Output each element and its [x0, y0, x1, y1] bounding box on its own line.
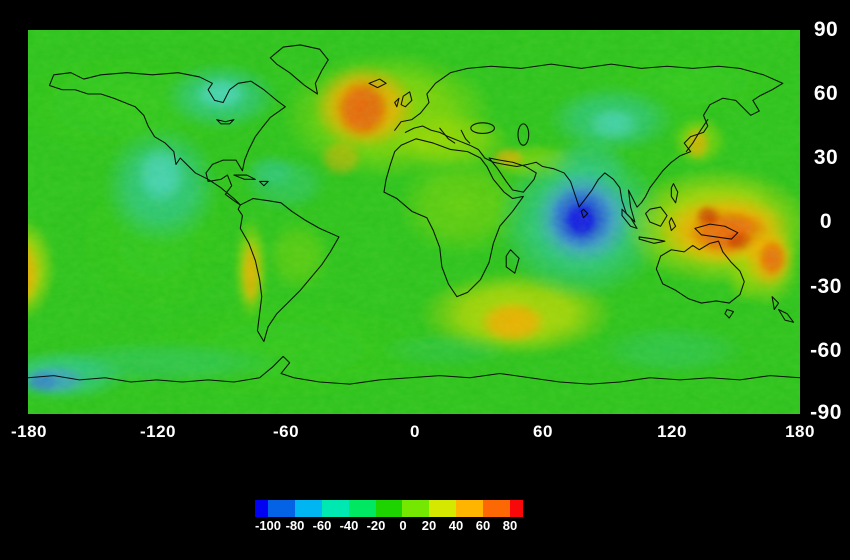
italy-outline: [439, 127, 456, 144]
y-tick-90: 90: [813, 18, 839, 41]
south-america-outline: [237, 198, 340, 342]
y-tick-30: 30: [813, 146, 839, 169]
sri-lanka-outline: [580, 208, 589, 219]
colorbar-segment: [402, 500, 430, 517]
colorbar-segment: [483, 500, 511, 517]
japan-outline: [685, 119, 709, 153]
cuba-outline: [233, 174, 256, 180]
x-tick--120: -120: [139, 422, 177, 441]
cb-tick-40: 40: [448, 518, 464, 533]
java-outline: [638, 236, 666, 244]
sulawesi-outline: [668, 217, 677, 232]
cb-tick-0: 0: [399, 518, 407, 533]
colorbar: [255, 500, 524, 517]
balkans-outline: [460, 129, 471, 144]
great-lakes-outline: [216, 119, 235, 125]
y-tick-0: 0: [819, 210, 833, 233]
colorbar-segment: [294, 500, 322, 517]
cb-tick--100: -100: [254, 518, 282, 533]
cb-tick-20: 20: [421, 518, 437, 533]
cb-tick--20: -20: [366, 518, 386, 533]
ireland-outline: [394, 97, 400, 108]
x-tick--180: -180: [10, 422, 48, 441]
colorbar-segment: [255, 500, 268, 517]
mottle-texture-dark: [28, 30, 800, 414]
colorbar-segment: [510, 500, 524, 517]
hispaniola-outline: [259, 180, 269, 187]
world-heatmap: [28, 30, 800, 414]
caspian-sea-outline: [517, 123, 530, 146]
colorbar-segment: [456, 500, 484, 517]
iceland-outline: [368, 78, 387, 89]
greenland-outline: [269, 44, 329, 95]
colorbar-segment: [429, 500, 457, 517]
eurasia-outline: [394, 63, 784, 223]
black-sea-outline: [470, 122, 495, 134]
antarctica-outline: [28, 355, 800, 385]
uk-outline: [400, 91, 413, 108]
africa-outline: [383, 138, 524, 298]
x-tick-60: 60: [533, 422, 553, 441]
colorbar-segment: [348, 500, 376, 517]
borneo-outline: [645, 206, 668, 227]
y-tick--90: -90: [810, 401, 842, 424]
y-tick--60: -60: [810, 339, 842, 362]
continent-outlines: [28, 44, 800, 385]
cb-tick--60: -60: [312, 518, 332, 533]
x-tick--60: -60: [272, 422, 300, 441]
y-tick--30: -30: [810, 275, 842, 298]
x-tick-120: 120: [657, 422, 687, 441]
new-zealand-outline: [771, 296, 795, 323]
x-tick-0: 0: [410, 422, 420, 441]
colorbar-segment: [268, 500, 295, 517]
cb-tick--40: -40: [339, 518, 359, 533]
north-america-outline: [48, 72, 286, 206]
madagascar-outline: [505, 249, 520, 274]
colorbar-segment: [321, 500, 349, 517]
philippines-outline: [670, 183, 679, 204]
colorbar-segment: [375, 500, 403, 517]
australia-outline: [655, 240, 745, 304]
cb-tick-60: 60: [475, 518, 491, 533]
new-guinea-outline: [694, 223, 739, 240]
sumatra-outline: [621, 208, 638, 229]
y-tick-60: 60: [813, 82, 839, 105]
x-tick-180: 180: [785, 422, 815, 441]
arabia-outline: [488, 157, 537, 193]
cb-tick-80: 80: [502, 518, 518, 533]
cb-tick--80: -80: [285, 518, 305, 533]
tasmania-outline: [724, 308, 735, 319]
